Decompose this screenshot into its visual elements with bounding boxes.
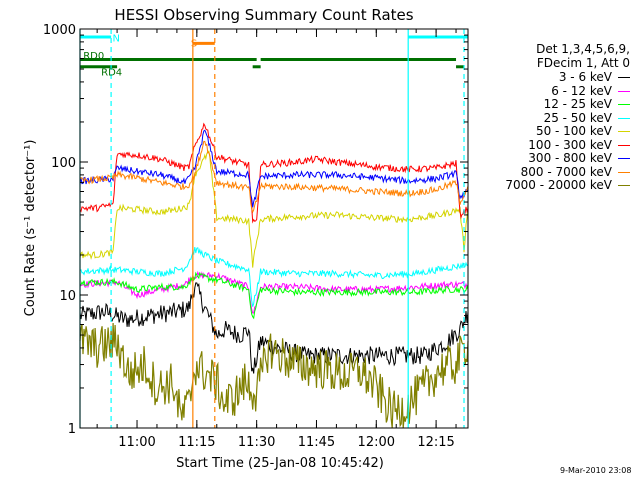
plot-frame xyxy=(79,28,469,429)
series-line xyxy=(79,150,469,268)
legend-swatch xyxy=(618,144,630,146)
x-tick-label: 11:00 xyxy=(118,435,155,450)
y-tick-label: 1000 xyxy=(43,23,76,38)
series-line xyxy=(79,270,469,314)
flag-annotation-n: N xyxy=(112,34,119,45)
legend-label: 25 - 50 keV xyxy=(543,110,612,125)
legend-entry: 3 - 6 keV xyxy=(559,70,630,84)
legend-swatch xyxy=(618,185,630,186)
legend-label: 300 - 800 keV xyxy=(528,151,612,165)
y-tick-label: 1 xyxy=(68,422,76,437)
legend-entry: 100 - 300 keV xyxy=(528,138,630,152)
series-line xyxy=(79,247,469,307)
axes-layer: 11:00 11:15 11:30 11:45 12:00 12:15 1 10 100 1000 xyxy=(43,23,469,450)
chart-title: HESSI Observing Summary Count Rates xyxy=(114,6,413,24)
x-tick-label: 11:15 xyxy=(178,435,215,450)
legend-label: 50 - 100 keV xyxy=(535,124,612,138)
y-axis-label: Count Rate (s⁻¹ detector⁻¹) xyxy=(23,140,38,317)
flag-annotation-s: S xyxy=(191,39,197,50)
legend-label: 800 - 7000 keV xyxy=(520,164,612,179)
series-line xyxy=(79,122,469,224)
x-tick-label: 11:30 xyxy=(238,435,275,450)
y-tick-label: 100 xyxy=(51,156,76,171)
series-line xyxy=(79,271,469,320)
legend-swatch xyxy=(618,171,630,173)
legend-swatch xyxy=(618,77,630,78)
flag-annotation-rd0: RD0 xyxy=(83,51,104,62)
series-line xyxy=(79,322,469,429)
legend-entry: 6 - 12 keV xyxy=(551,84,630,98)
legend-swatch xyxy=(618,104,630,105)
x-axis-label: Start Time (25-Jan-08 10:45:42) xyxy=(176,456,384,471)
series-line xyxy=(79,282,469,374)
legend-label: 3 - 6 keV xyxy=(558,70,612,84)
flag-annotation-rd4: RD4 xyxy=(101,67,122,78)
legend-entry: 300 - 800 keV xyxy=(528,151,630,165)
legend-swatch xyxy=(618,158,630,159)
x-tick-label: 12:15 xyxy=(417,435,454,450)
y-tick-label: 10 xyxy=(59,289,76,304)
legend-label: 7000 - 20000 keV xyxy=(505,178,612,192)
legend-entry: 25 - 50 keV xyxy=(544,111,630,125)
legend-label: 100 - 300 keV xyxy=(528,137,612,152)
legend-swatch xyxy=(618,90,630,92)
legend-entry: 7000 - 20000 keV xyxy=(505,178,630,192)
legend-label: 6 - 12 keV xyxy=(551,83,612,98)
legend-entry: 50 - 100 keV xyxy=(536,124,630,138)
series-line xyxy=(79,140,469,214)
legend-swatch xyxy=(618,131,630,132)
legend-label: 12 - 25 keV xyxy=(543,97,612,111)
legend-header-line: Det 1,3,4,5,6,9, xyxy=(536,42,630,56)
series-layer xyxy=(79,122,469,429)
annotation-layer: N S RD0 RD4 xyxy=(83,34,197,79)
generation-timestamp: 9-Mar-2010 23:08 xyxy=(560,466,632,475)
flag-bar-layer xyxy=(80,35,468,69)
legend-swatch xyxy=(618,117,630,119)
series-line xyxy=(79,129,469,208)
legend-header-line: FDecim 1, Att 0 xyxy=(536,56,630,70)
x-tick-label: 12:00 xyxy=(358,435,395,450)
x-tick-label: 11:45 xyxy=(298,435,335,450)
legend-entry: 12 - 25 keV xyxy=(544,97,630,111)
legend-entry: 800 - 7000 keV xyxy=(521,165,630,179)
